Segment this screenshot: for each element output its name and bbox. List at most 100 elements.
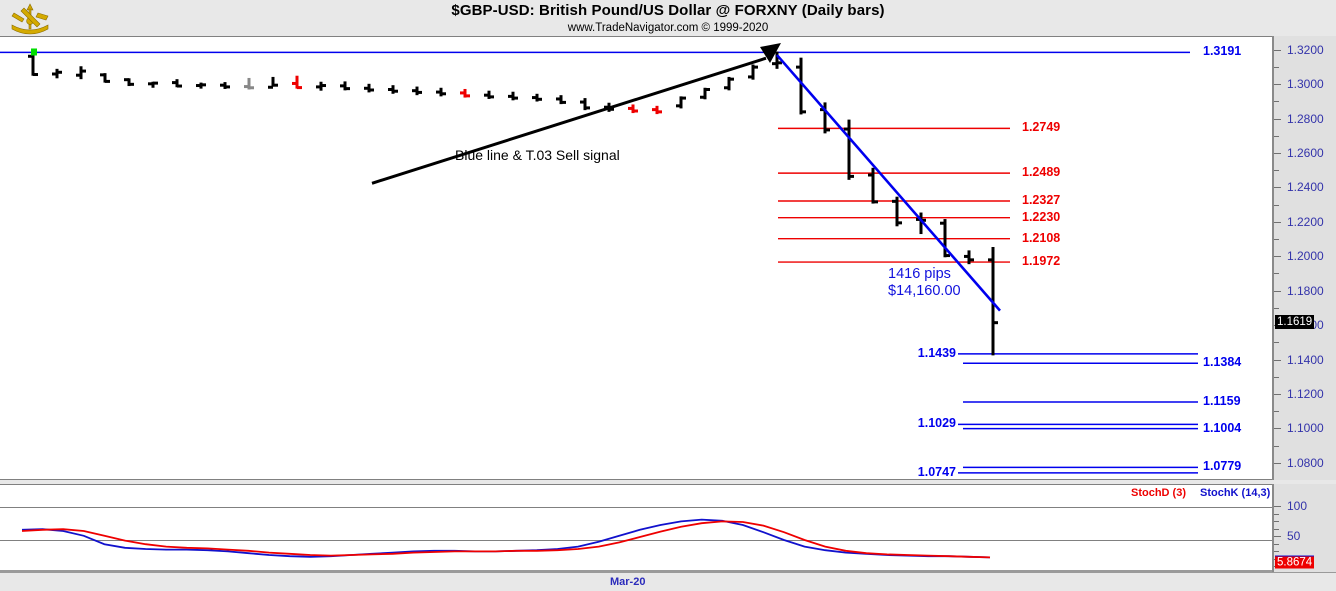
ohlc-bar — [964, 250, 974, 265]
price-axis-minor-tick-1 — [1274, 101, 1279, 103]
ohlc-bar — [244, 77, 254, 90]
date-axis[interactable]: Mar-20 — [0, 572, 1336, 591]
price-axis-tick-12: 1.0800 — [1287, 455, 1324, 470]
resistance-label-1: 1.2489 — [1022, 165, 1061, 180]
price-axis-tickmark-11 — [1274, 428, 1281, 430]
stoch-axis-minor-tick-1 — [1274, 521, 1279, 522]
stoch-axis-tickmark-1 — [1274, 536, 1281, 537]
ohlc-bar — [508, 91, 518, 101]
price-axis-tickmark-4 — [1274, 187, 1281, 189]
price-axis-tick-1: 1.3000 — [1287, 77, 1324, 92]
ohlc-bar — [676, 96, 686, 109]
sell-signal-annotation: Blue line & T.03 Sell signal — [455, 147, 620, 163]
ohlc-bar — [484, 90, 494, 99]
current-stoch-marker: 5.8674 — [1275, 555, 1315, 569]
ohlc-bar — [316, 81, 326, 91]
stoch-axis-minor-tick-0 — [1274, 513, 1279, 515]
ohlc-bar — [436, 87, 446, 97]
price-axis-tickmark-12 — [1274, 462, 1281, 464]
price-axis-tick-10: 1.1200 — [1287, 386, 1324, 401]
ohlc-bar — [364, 83, 374, 93]
ohlc-bar — [556, 95, 566, 105]
price-axis-tick-7: 1.1800 — [1287, 283, 1324, 298]
support-right-label-3: 1.1004 — [1203, 420, 1242, 435]
ohlc-bar — [172, 79, 182, 88]
ohlc-bar — [100, 73, 110, 83]
price-axis-minor-tick-7 — [1274, 307, 1279, 309]
ohlc-bar — [628, 104, 638, 114]
stochastic-pane[interactable]: StochD (3) StochK (14,3) — [0, 484, 1272, 572]
resistance-label-5: 1.1972 — [1022, 254, 1061, 269]
ohlc-bar — [28, 52, 38, 77]
price-axis-tick-6: 1.2000 — [1287, 249, 1324, 264]
blue-trendline — [776, 54, 1001, 312]
support-right-label-2: 1.1159 — [1203, 394, 1241, 408]
ohlc-bar — [340, 81, 350, 91]
price-axis-tick-0: 1.3200 — [1287, 42, 1324, 57]
stoch-axis-minor-tick-3 — [1274, 543, 1279, 545]
ohlc-bar — [892, 196, 902, 227]
stochastic-axis[interactable]: 100 50 5.8674 — [1272, 484, 1336, 572]
ohlc-bar — [748, 64, 758, 80]
price-axis-minor-tick-5 — [1274, 239, 1279, 241]
ohlc-bar — [268, 76, 278, 89]
price-axis-tick-9: 1.1400 — [1287, 352, 1324, 367]
price-axis[interactable]: 1.3200 1.3000 1.2800 1.2600 1.2400 1.2200 1.20… — [1272, 36, 1336, 480]
stoch-d-legend[interactable]: StochD (3) — [1131, 487, 1186, 499]
ohlc-bar — [580, 98, 590, 111]
stoch-axis-tickmark-0 — [1274, 506, 1281, 507]
price-axis-tickmark-9 — [1274, 359, 1281, 361]
price-axis-tickmark-10 — [1274, 393, 1281, 395]
price-axis-tickmark-0 — [1274, 49, 1281, 51]
stoch-axis-tick-1: 50 — [1287, 529, 1301, 543]
price-axis-tickmark-2 — [1274, 118, 1281, 120]
price-axis-minor-tick-8 — [1274, 342, 1279, 344]
stoch-k-legend[interactable]: StochK (14,3) — [1200, 487, 1271, 499]
stoch-series-d — [21, 520, 991, 559]
ohlc-bar — [196, 82, 206, 89]
ohlc-bar — [220, 82, 230, 89]
price-axis-tickmark-1 — [1274, 84, 1281, 86]
ohlc-bar — [292, 75, 302, 90]
price-axis-minor-tick-4 — [1274, 204, 1279, 206]
support-right-label-4: 1.0779 — [1203, 459, 1242, 474]
ohlc-bar — [124, 78, 134, 87]
support-right-label-1: 1.1384 — [1203, 355, 1242, 370]
price-axis-minor-tick-0 — [1274, 66, 1279, 68]
ohlc-bar — [772, 51, 782, 69]
stochastic-plot-layer — [21, 518, 991, 559]
price-axis-minor-tick-6 — [1274, 273, 1279, 275]
sextant-logo-icon — [11, 3, 49, 35]
stoch-axis-tick-0: 100 — [1287, 499, 1308, 513]
page-subtitle: www.TradeNavigator.com © 1999-2020 — [567, 22, 769, 34]
ohlc-bar — [460, 88, 470, 98]
bar-entry-marker — [31, 48, 37, 56]
price-axis-tickmark-3 — [1274, 153, 1281, 155]
ohlc-bar — [532, 93, 542, 102]
resistance-label-3: 1.2230 — [1022, 209, 1061, 224]
pips-annotation: 1416 pips $14,160.00 — [888, 266, 961, 300]
stoch-axis-minor-tick-4 — [1274, 551, 1279, 552]
stoch-gridline-100 — [0, 507, 1272, 508]
stoch-gridline-50 — [0, 540, 1272, 541]
resistance-label-2: 1.2327 — [1022, 193, 1061, 207]
price-axis-minor-tick-11 — [1274, 445, 1279, 447]
pips-count: 1416 pips — [888, 266, 951, 282]
ohlc-bar — [844, 119, 854, 180]
support-right-label-0: 1.3191 — [1203, 44, 1242, 59]
ohlc-bar — [388, 85, 398, 94]
price-axis-tickmark-6 — [1274, 256, 1281, 258]
ohlc-bar — [76, 66, 86, 80]
ohlc-bar — [940, 219, 950, 258]
price-axis-minor-tick-2 — [1274, 135, 1279, 137]
support-left-label-2: 1.0747 — [917, 464, 956, 479]
price-axis-tick-4: 1.2400 — [1287, 180, 1324, 195]
price-axis-tick-3: 1.2600 — [1287, 146, 1324, 161]
ohlc-bar — [868, 167, 878, 204]
current-price-marker: 1.1619 — [1275, 314, 1315, 329]
price-chart-pane[interactable]: © GenesisFT — [0, 36, 1272, 480]
price-axis-minor-tick-9 — [1274, 376, 1279, 378]
sell-signal-arrow-shaft — [371, 56, 767, 185]
date-tick-label: Mar-20 — [610, 576, 646, 588]
